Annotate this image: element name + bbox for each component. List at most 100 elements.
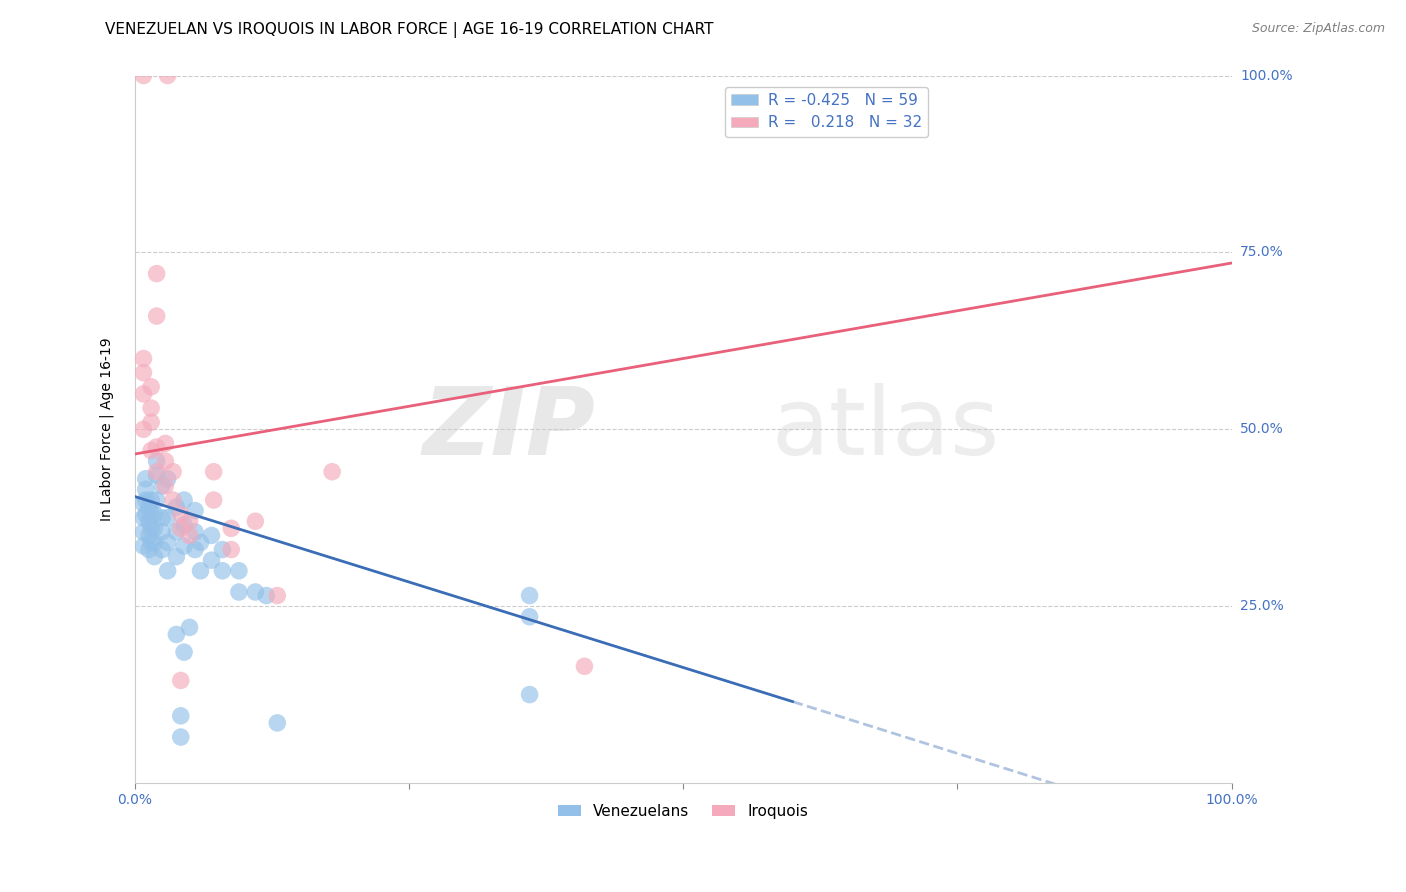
- Point: [170, 521, 193, 535]
- Point: [170, 730, 193, 744]
- Point: [145, 468, 167, 483]
- Point: [156, 535, 179, 549]
- Point: [228, 564, 250, 578]
- Point: [200, 553, 222, 567]
- Point: [138, 500, 160, 515]
- Point: [141, 401, 163, 415]
- Point: [141, 521, 163, 535]
- Point: [141, 443, 163, 458]
- Point: [179, 514, 201, 528]
- Point: [179, 620, 201, 634]
- Point: [211, 542, 233, 557]
- Point: [156, 69, 179, 83]
- Point: [141, 493, 163, 508]
- Point: [138, 514, 160, 528]
- Point: [165, 524, 187, 539]
- Text: atlas: atlas: [770, 384, 1000, 475]
- Point: [150, 479, 173, 493]
- Point: [228, 585, 250, 599]
- Point: [245, 585, 267, 599]
- Point: [184, 524, 207, 539]
- Point: [132, 422, 155, 436]
- Text: ZIP: ZIP: [423, 384, 595, 475]
- Point: [156, 510, 179, 524]
- Point: [135, 472, 157, 486]
- Point: [155, 479, 177, 493]
- Point: [132, 497, 155, 511]
- Point: [519, 688, 541, 702]
- Point: [145, 267, 167, 281]
- Point: [132, 510, 155, 524]
- Point: [211, 564, 233, 578]
- Point: [190, 564, 212, 578]
- Point: [143, 507, 166, 521]
- Point: [173, 539, 195, 553]
- Point: [135, 493, 157, 508]
- Point: [219, 542, 242, 557]
- Point: [179, 528, 201, 542]
- Point: [141, 415, 163, 429]
- Point: [138, 528, 160, 542]
- Point: [143, 549, 166, 564]
- Point: [143, 535, 166, 549]
- Point: [200, 528, 222, 542]
- Y-axis label: In Labor Force | Age 16-19: In Labor Force | Age 16-19: [100, 337, 114, 521]
- Text: 50.0%: 50.0%: [1240, 422, 1284, 436]
- Point: [165, 627, 187, 641]
- Point: [173, 493, 195, 508]
- Point: [170, 673, 193, 688]
- Text: Source: ZipAtlas.com: Source: ZipAtlas.com: [1251, 22, 1385, 36]
- Point: [145, 493, 167, 508]
- Point: [156, 564, 179, 578]
- Point: [184, 503, 207, 517]
- Point: [173, 645, 195, 659]
- Text: 100.0%: 100.0%: [1240, 69, 1292, 83]
- Point: [141, 507, 163, 521]
- Point: [138, 542, 160, 557]
- Point: [143, 521, 166, 535]
- Point: [202, 465, 225, 479]
- Point: [156, 472, 179, 486]
- Point: [135, 507, 157, 521]
- Point: [132, 351, 155, 366]
- Point: [150, 542, 173, 557]
- Point: [165, 500, 187, 515]
- Point: [145, 454, 167, 468]
- Point: [170, 708, 193, 723]
- Legend: Venezuelans, Iroquois: Venezuelans, Iroquois: [553, 797, 814, 825]
- Point: [202, 493, 225, 508]
- Point: [132, 69, 155, 83]
- Point: [132, 366, 155, 380]
- Point: [135, 483, 157, 497]
- Point: [165, 549, 187, 564]
- Point: [574, 659, 596, 673]
- Point: [321, 465, 343, 479]
- Point: [141, 535, 163, 549]
- Point: [519, 589, 541, 603]
- Point: [162, 493, 184, 508]
- Point: [184, 542, 207, 557]
- Point: [132, 387, 155, 401]
- Point: [170, 507, 193, 521]
- Point: [219, 521, 242, 535]
- Point: [145, 309, 167, 323]
- Point: [266, 715, 288, 730]
- Point: [141, 380, 163, 394]
- Point: [190, 535, 212, 549]
- Text: 25.0%: 25.0%: [1240, 599, 1284, 613]
- Point: [132, 539, 155, 553]
- Point: [173, 517, 195, 532]
- Point: [266, 589, 288, 603]
- Point: [155, 436, 177, 450]
- Point: [145, 465, 167, 479]
- Point: [254, 589, 277, 603]
- Point: [150, 524, 173, 539]
- Point: [145, 440, 167, 454]
- Point: [245, 514, 267, 528]
- Point: [132, 524, 155, 539]
- Point: [150, 510, 173, 524]
- Point: [519, 609, 541, 624]
- Text: 75.0%: 75.0%: [1240, 245, 1284, 260]
- Text: VENEZUELAN VS IROQUOIS IN LABOR FORCE | AGE 16-19 CORRELATION CHART: VENEZUELAN VS IROQUOIS IN LABOR FORCE | …: [105, 22, 714, 38]
- Point: [162, 465, 184, 479]
